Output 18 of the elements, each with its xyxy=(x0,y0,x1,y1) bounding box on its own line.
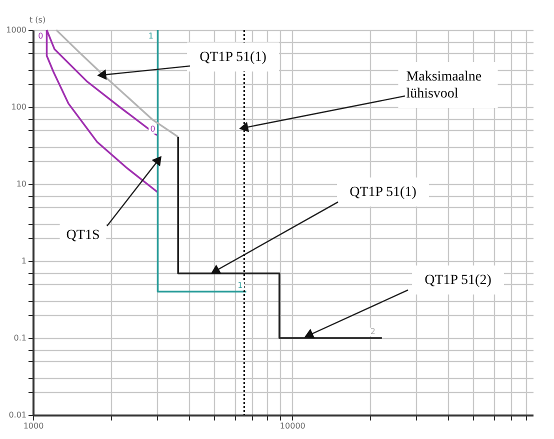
y-tick-label: 0.1 xyxy=(14,334,26,342)
annotation: 1 xyxy=(148,32,154,41)
annotation: 2 xyxy=(370,326,376,336)
annotation: QT1P 51(2) xyxy=(424,273,492,288)
y-tick-label: 0.01 xyxy=(8,410,26,420)
annotation: QT1P 51(1) xyxy=(200,50,267,65)
annotation: QT1S xyxy=(66,228,100,243)
y-tick-label: 10 xyxy=(16,180,26,188)
x-tick-label: 10000 xyxy=(280,422,306,430)
y-axis-title: t (s) xyxy=(30,16,46,24)
annotation: QT1P 51(1) xyxy=(350,185,417,200)
annotation: 0 xyxy=(150,124,156,134)
annotation: 0 xyxy=(38,32,44,41)
y-tick-label: 1000 xyxy=(6,26,26,34)
y-tick-label: 100 xyxy=(11,102,26,112)
annotation: Maksimaalne lühisvool xyxy=(406,70,482,102)
y-tick-label: 1 xyxy=(21,256,26,266)
annotation: 1 xyxy=(238,281,243,290)
